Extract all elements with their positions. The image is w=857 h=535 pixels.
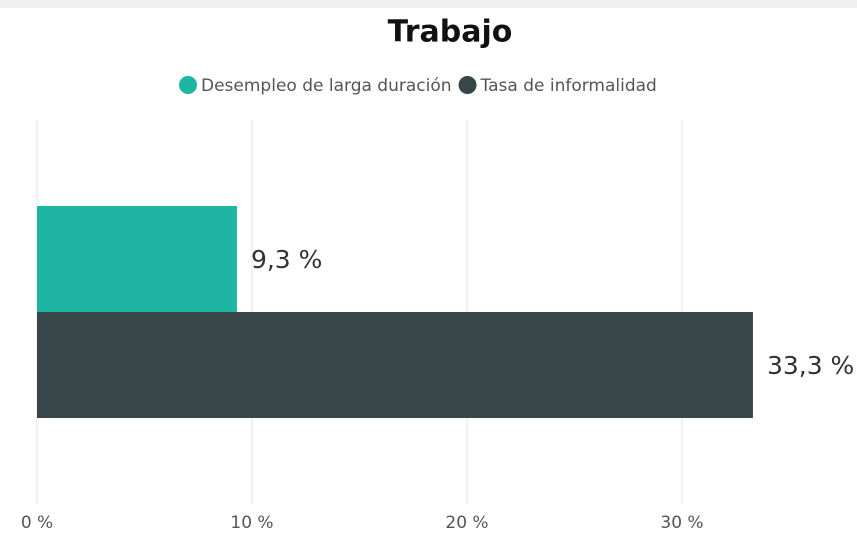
chart-title: Trabajo xyxy=(388,15,513,50)
bar xyxy=(37,206,237,312)
legend-marker xyxy=(179,76,197,94)
data-label: 9,3 % xyxy=(251,245,322,274)
bar xyxy=(37,312,753,418)
top-band xyxy=(0,0,857,8)
legend-label: Desempleo de larga duración xyxy=(201,76,452,96)
x-tick-label: 30 % xyxy=(660,513,703,533)
data-label: 33,3 % xyxy=(767,351,854,380)
legend-marker xyxy=(458,76,477,94)
x-tick-label: 20 % xyxy=(445,513,488,533)
x-tick-label: 0 % xyxy=(21,513,53,533)
x-tick-label: 10 % xyxy=(230,513,273,533)
legend-label: Tasa de informalidad xyxy=(480,76,657,96)
